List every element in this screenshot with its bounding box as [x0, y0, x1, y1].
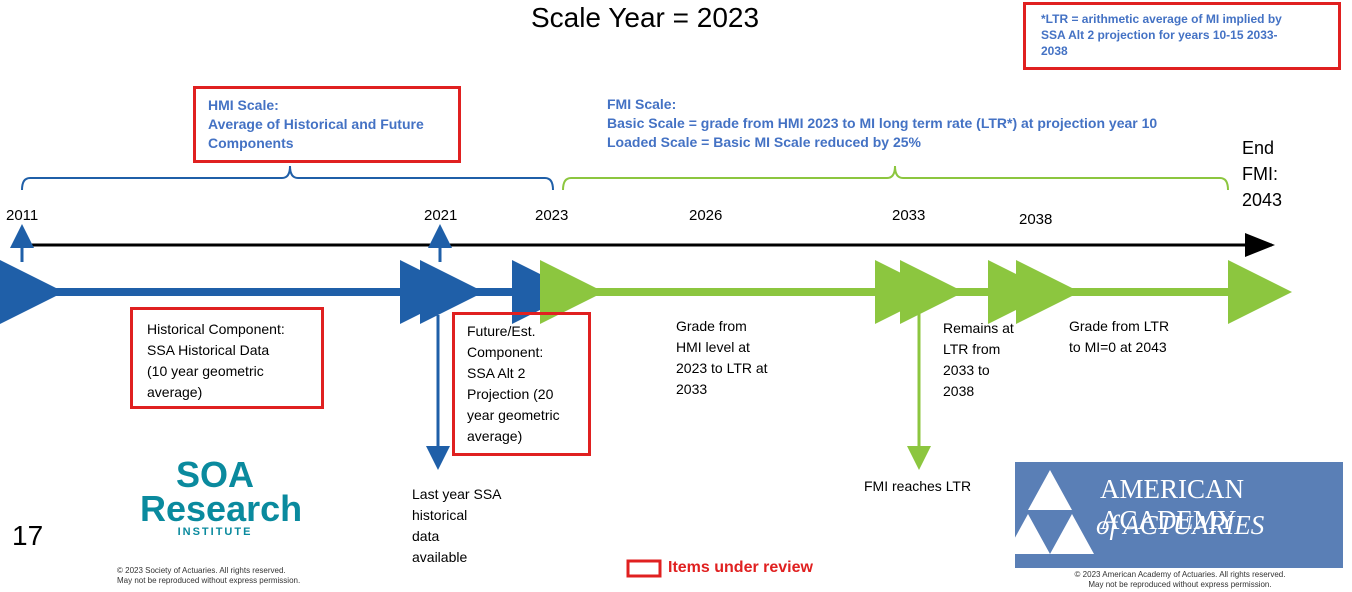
soa-logo-top: SOA — [175, 454, 254, 495]
soa-logo-middle: Research — [140, 488, 303, 529]
text-line: Future/Est. — [467, 323, 536, 339]
aaa-logo-top: AMERICAN ACADEMY — [1100, 474, 1245, 535]
remains: Remains at LTR from 2033 to 2038 — [943, 318, 1014, 402]
text-line: End — [1242, 138, 1275, 158]
fmi-scale: FMI Scale: Basic Scale = grade from HMI 2… — [607, 95, 1157, 152]
text-line: Remains at — [943, 320, 1014, 336]
year-label: 2033 — [892, 207, 926, 224]
legend-swatch — [626, 559, 662, 578]
text-line: data — [412, 528, 440, 544]
text-line: Historical Component: — [147, 321, 285, 337]
text-line: Average of Historical and Future — [208, 116, 424, 132]
fmi-reaches: FMI reaches LTR — [864, 478, 972, 494]
text-line: SSA Alt 2 projection for years 10-15 203… — [1041, 28, 1278, 42]
text-line: available — [412, 549, 468, 565]
hmi-scale: HMI Scale: Average of Historical and Futu… — [193, 86, 461, 163]
historical-box: Historical Component: SSA Historical Data… — [130, 307, 324, 409]
text-line: May not be reproduced without express pe… — [1088, 580, 1272, 589]
grade-ltr: Grade from LTR to MI=0 at 2043 — [1069, 316, 1169, 358]
text-line: *LTR = arithmetic average of MI implied … — [1041, 12, 1282, 26]
hmi-bracket — [21, 165, 554, 191]
text-line: average) — [467, 428, 523, 444]
year-label: 2026 — [689, 207, 723, 224]
aaa-logo-bottom: of ACTUARIES — [1096, 510, 1265, 540]
grade-hmi: Grade from HMI level at 2023 to LTR at 2033 — [676, 316, 768, 400]
text-line: 2038 — [943, 383, 975, 399]
text-line: FMI Scale: — [607, 96, 677, 112]
text-line: 2033 to — [943, 362, 990, 378]
text-line: Components — [208, 135, 294, 151]
text-line: average) — [147, 384, 203, 400]
text-line: Grade from LTR — [1069, 318, 1170, 334]
soa-logo: SOA Research INSTITUTE — [140, 454, 303, 539]
text-line: Component: — [467, 344, 544, 360]
text-line: HMI Scale: — [208, 97, 279, 113]
text-line: SSA Historical Data — [147, 342, 270, 358]
text-line: © 2023 Society of Actuaries. All rights … — [117, 566, 286, 575]
fmi-bracket — [562, 165, 1229, 191]
text-line: HMI level at — [676, 339, 750, 355]
aaa-copyright: © 2023 American Academy of Actuaries. Al… — [1015, 570, 1345, 590]
text-line: SSA Alt 2 — [467, 365, 526, 381]
text-line: historical — [412, 507, 468, 523]
text-line: Loaded Scale = Basic MI Scale reduced by… — [607, 134, 921, 150]
year-label: 2038 — [1019, 211, 1053, 228]
future-box: Future/Est. Component: SSA Alt 2 Projection… — [452, 312, 591, 456]
year-label: 2011 — [6, 207, 39, 224]
text-line: year geometric — [467, 407, 560, 423]
soa-logo-bottom: INSTITUTE — [177, 526, 253, 538]
aaa-logo-mark — [1006, 470, 1094, 554]
text-line: Projection (20 — [467, 386, 554, 402]
text-line: Grade from — [676, 318, 747, 334]
year-label: 2023 — [535, 207, 569, 224]
text-line: to MI=0 at 2043 — [1069, 339, 1167, 355]
last-year: Last year SSA historical data available — [412, 484, 502, 568]
ltr-note: *LTR = arithmetic average of MI implied … — [1023, 2, 1341, 70]
soa-copyright: © 2023 Society of Actuaries. All rights … — [117, 566, 300, 586]
year-label: 2021 — [424, 207, 458, 224]
text-line: © 2023 American Academy of Actuaries. Al… — [1074, 570, 1286, 579]
text-line: Basic Scale = grade from HMI 2023 to MI … — [607, 115, 1158, 131]
text-line: Last year SSA — [412, 486, 502, 502]
title: Scale Year = 2023 — [530, 2, 760, 33]
text-line: FMI: — [1242, 164, 1278, 184]
text-line: 2043 — [1242, 190, 1283, 210]
text-line: LTR from — [943, 341, 1001, 357]
end-label: End FMI: 2043 — [1242, 135, 1282, 213]
page-number: 17 — [12, 520, 44, 551]
legend-label: Items under review — [668, 559, 813, 576]
text-line: 2023 to LTR at — [676, 360, 768, 376]
text-line: 2033 — [676, 381, 708, 397]
text-line: 2038 — [1041, 44, 1068, 58]
text-line: (10 year geometric — [147, 363, 264, 379]
text-line: May not be reproduced without express pe… — [117, 576, 301, 585]
